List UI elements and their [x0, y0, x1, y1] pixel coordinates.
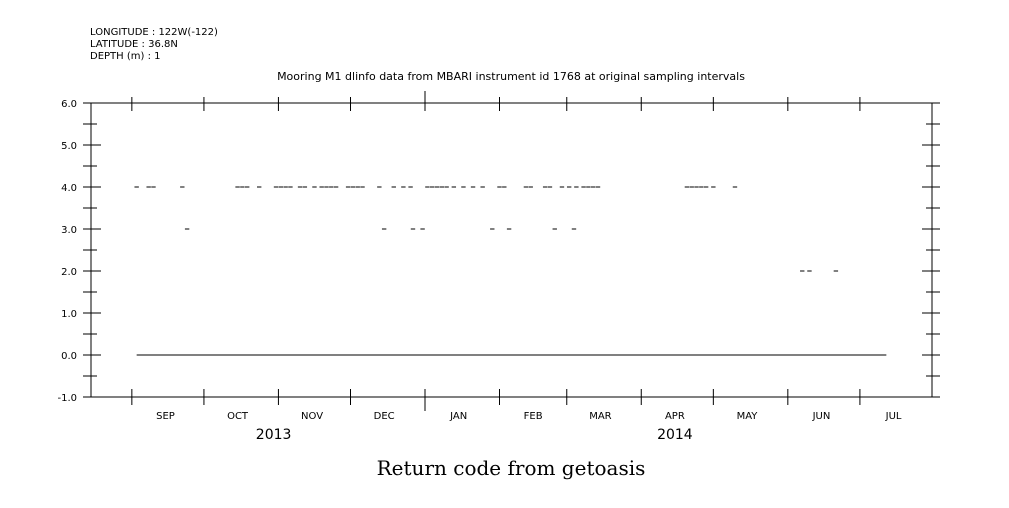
- x-tick-label: MAR: [589, 411, 611, 422]
- x-tick-label: JUN: [812, 411, 831, 422]
- y-tick-label: 5.0: [61, 141, 77, 152]
- header-latitude: LATITUDE : 36.8N: [90, 39, 178, 50]
- header-longitude: LONGITUDE : 122W(-122): [90, 27, 218, 38]
- x-tick-label: MAY: [737, 411, 759, 422]
- x-tick-label: JAN: [449, 411, 467, 422]
- y-tick-label: 3.0: [61, 225, 77, 236]
- y-tick-label: 4.0: [61, 183, 77, 194]
- y-tick-label: -1.0: [57, 393, 77, 404]
- x-axis-label: Return code from getoasis: [377, 456, 646, 480]
- chart-title: Mooring M1 dlinfo data from MBARI instru…: [277, 70, 745, 83]
- y-tick-label: 1.0: [61, 309, 77, 320]
- x-tick-label: DEC: [374, 411, 395, 422]
- x-tick-label: SEP: [156, 411, 175, 422]
- x-tick-label: APR: [665, 411, 685, 422]
- data-marks: [134, 186, 887, 356]
- plot-frame: [90, 102, 933, 398]
- x-year-label: 2013: [256, 427, 292, 443]
- x-year-label: 2014: [657, 427, 693, 443]
- y-tick-label: 6.0: [61, 99, 77, 110]
- header-depth: DEPTH (m) : 1: [90, 51, 161, 62]
- axis-ticks: -1.0 0.0 1.0 2.0 3.0 4.0 5.0 6.0 SEP OCT NOV DEC JAN…: [57, 91, 940, 443]
- x-tick-label: NOV: [301, 411, 323, 422]
- x-tick-label: FEB: [524, 411, 543, 422]
- y-tick-label: 2.0: [61, 267, 77, 278]
- y-tick-label: 0.0: [61, 351, 77, 362]
- x-tick-label: JUL: [885, 411, 902, 422]
- x-tick-label: OCT: [227, 411, 249, 422]
